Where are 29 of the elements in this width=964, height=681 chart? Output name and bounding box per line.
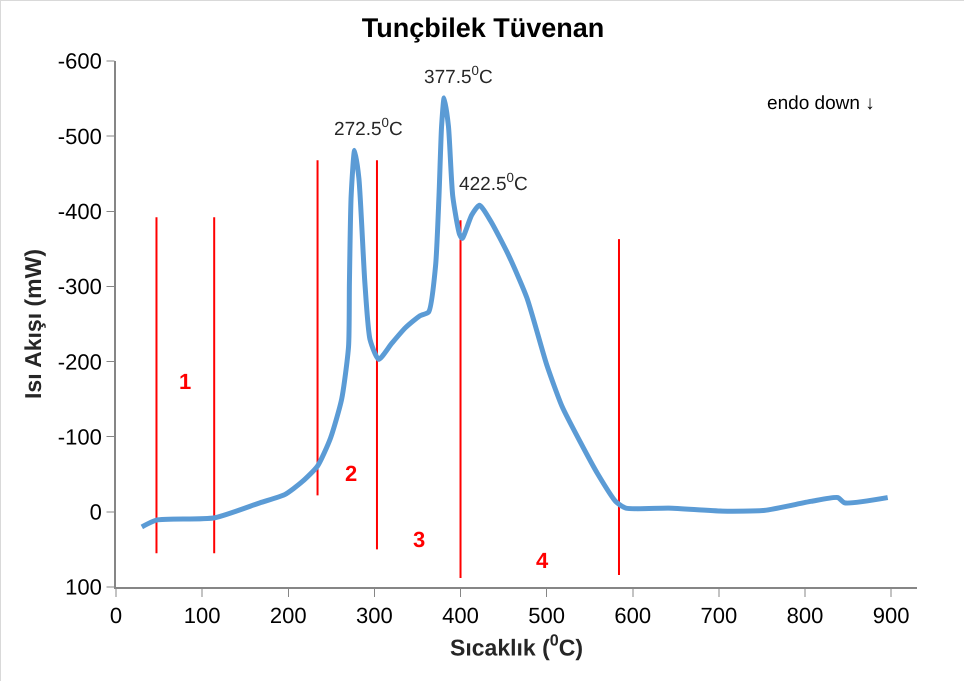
y-tick-label: -400 — [58, 198, 102, 224]
y-tick-label: -300 — [58, 274, 102, 300]
y-tick-label: -100 — [58, 424, 102, 450]
x-tick-label: 700 — [700, 603, 738, 628]
annotation: 422.5$^{0}$C — [459, 170, 528, 195]
annotation: 377.5$^{0}$C — [424, 63, 493, 88]
chart-title: Tunçbilek Tüvenan — [362, 12, 604, 43]
y-tick-label: -200 — [58, 349, 102, 374]
annotation: 3 — [413, 527, 426, 552]
annotation: 4 — [536, 548, 549, 573]
y-tick-label: -500 — [58, 124, 102, 149]
x-tick-label: 100 — [184, 603, 220, 628]
x-tick-label: 400 — [442, 603, 479, 628]
y-tick-label: -600 — [58, 48, 102, 74]
x-tick-label: 600 — [614, 603, 652, 628]
y-axis-title: Isı Akışı (mW) — [20, 249, 46, 399]
x-tick-label: 200 — [270, 603, 307, 628]
x-tick-label: 800 — [786, 603, 824, 628]
x-tick-label: 0 — [110, 603, 122, 628]
x-tick-label: 900 — [872, 603, 910, 628]
x-axis-title: Sıcaklık ($^{0}$C) — [450, 632, 583, 660]
y-tick-label: 100 — [65, 574, 102, 600]
annotation: endo down ↓ — [767, 93, 875, 114]
y-tick-label: 0 — [90, 500, 102, 525]
x-tick-label: 500 — [528, 603, 566, 628]
annotation: 272.5$^{0}$C — [334, 115, 403, 140]
x-tick-label: 300 — [356, 603, 393, 628]
annotation: 1 — [179, 369, 192, 394]
annotation: 2 — [345, 461, 358, 486]
